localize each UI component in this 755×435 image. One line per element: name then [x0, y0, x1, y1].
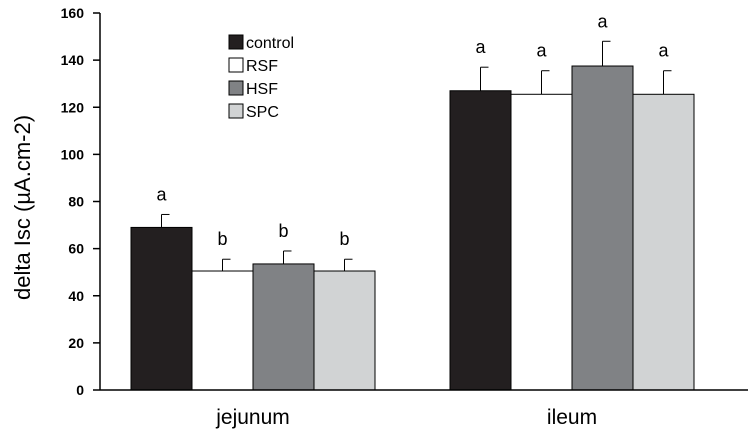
legend-label-control: control — [246, 35, 294, 52]
y-axis-title: delta Isc (µA.cm-2) — [10, 115, 35, 300]
y-tick-label: 120 — [61, 99, 85, 115]
legend-label-rsf: RSF — [246, 58, 278, 75]
legend-swatch-rsf — [228, 57, 244, 73]
bar-control-jejunum — [130, 226, 193, 391]
y-tick-label: 0 — [76, 382, 84, 398]
y-tick-label: 100 — [61, 146, 85, 162]
y-tick-label: 60 — [68, 241, 84, 257]
significance-label: a — [597, 11, 608, 31]
y-axis-ticks: 0 20 40 60 80 100 120 140 160 — [61, 5, 100, 398]
legend: control RSF HSF SPC — [228, 34, 294, 121]
bar-control-ileum — [449, 90, 512, 391]
y-tick-label: 20 — [68, 335, 84, 351]
legend-swatch-hsf — [228, 80, 244, 96]
y-tick-label: 40 — [68, 288, 84, 304]
bars — [130, 40, 695, 391]
significance-label: b — [217, 229, 227, 249]
significance-label: a — [156, 184, 167, 204]
significance-label: a — [536, 41, 547, 61]
bar-spc-jejunum — [313, 270, 376, 391]
y-tick-label: 160 — [61, 5, 85, 21]
bar-hsf-ileum — [571, 65, 634, 391]
significance-label: a — [658, 41, 669, 61]
significance-label: b — [278, 221, 288, 241]
bar-spc-ileum — [632, 93, 695, 391]
significance-labels: a b b b a a a a — [156, 11, 669, 249]
bar-rsf-ileum — [510, 93, 573, 391]
category-label-ileum: ileum — [547, 406, 597, 429]
y-tick-label: 80 — [68, 194, 84, 210]
bar-rsf-jejunum — [191, 270, 254, 391]
legend-swatch-spc — [228, 103, 244, 119]
legend-label-hsf: HSF — [246, 81, 278, 98]
significance-label: a — [475, 37, 486, 57]
bar-hsf-jejunum — [252, 263, 315, 391]
y-tick-label: 140 — [61, 52, 85, 68]
category-label-jejunum: jejunum — [215, 406, 290, 429]
legend-label-spc: SPC — [246, 104, 279, 121]
significance-label: b — [339, 229, 349, 249]
legend-swatch-control — [228, 34, 244, 50]
category-labels: jejunum ileum — [215, 406, 597, 429]
